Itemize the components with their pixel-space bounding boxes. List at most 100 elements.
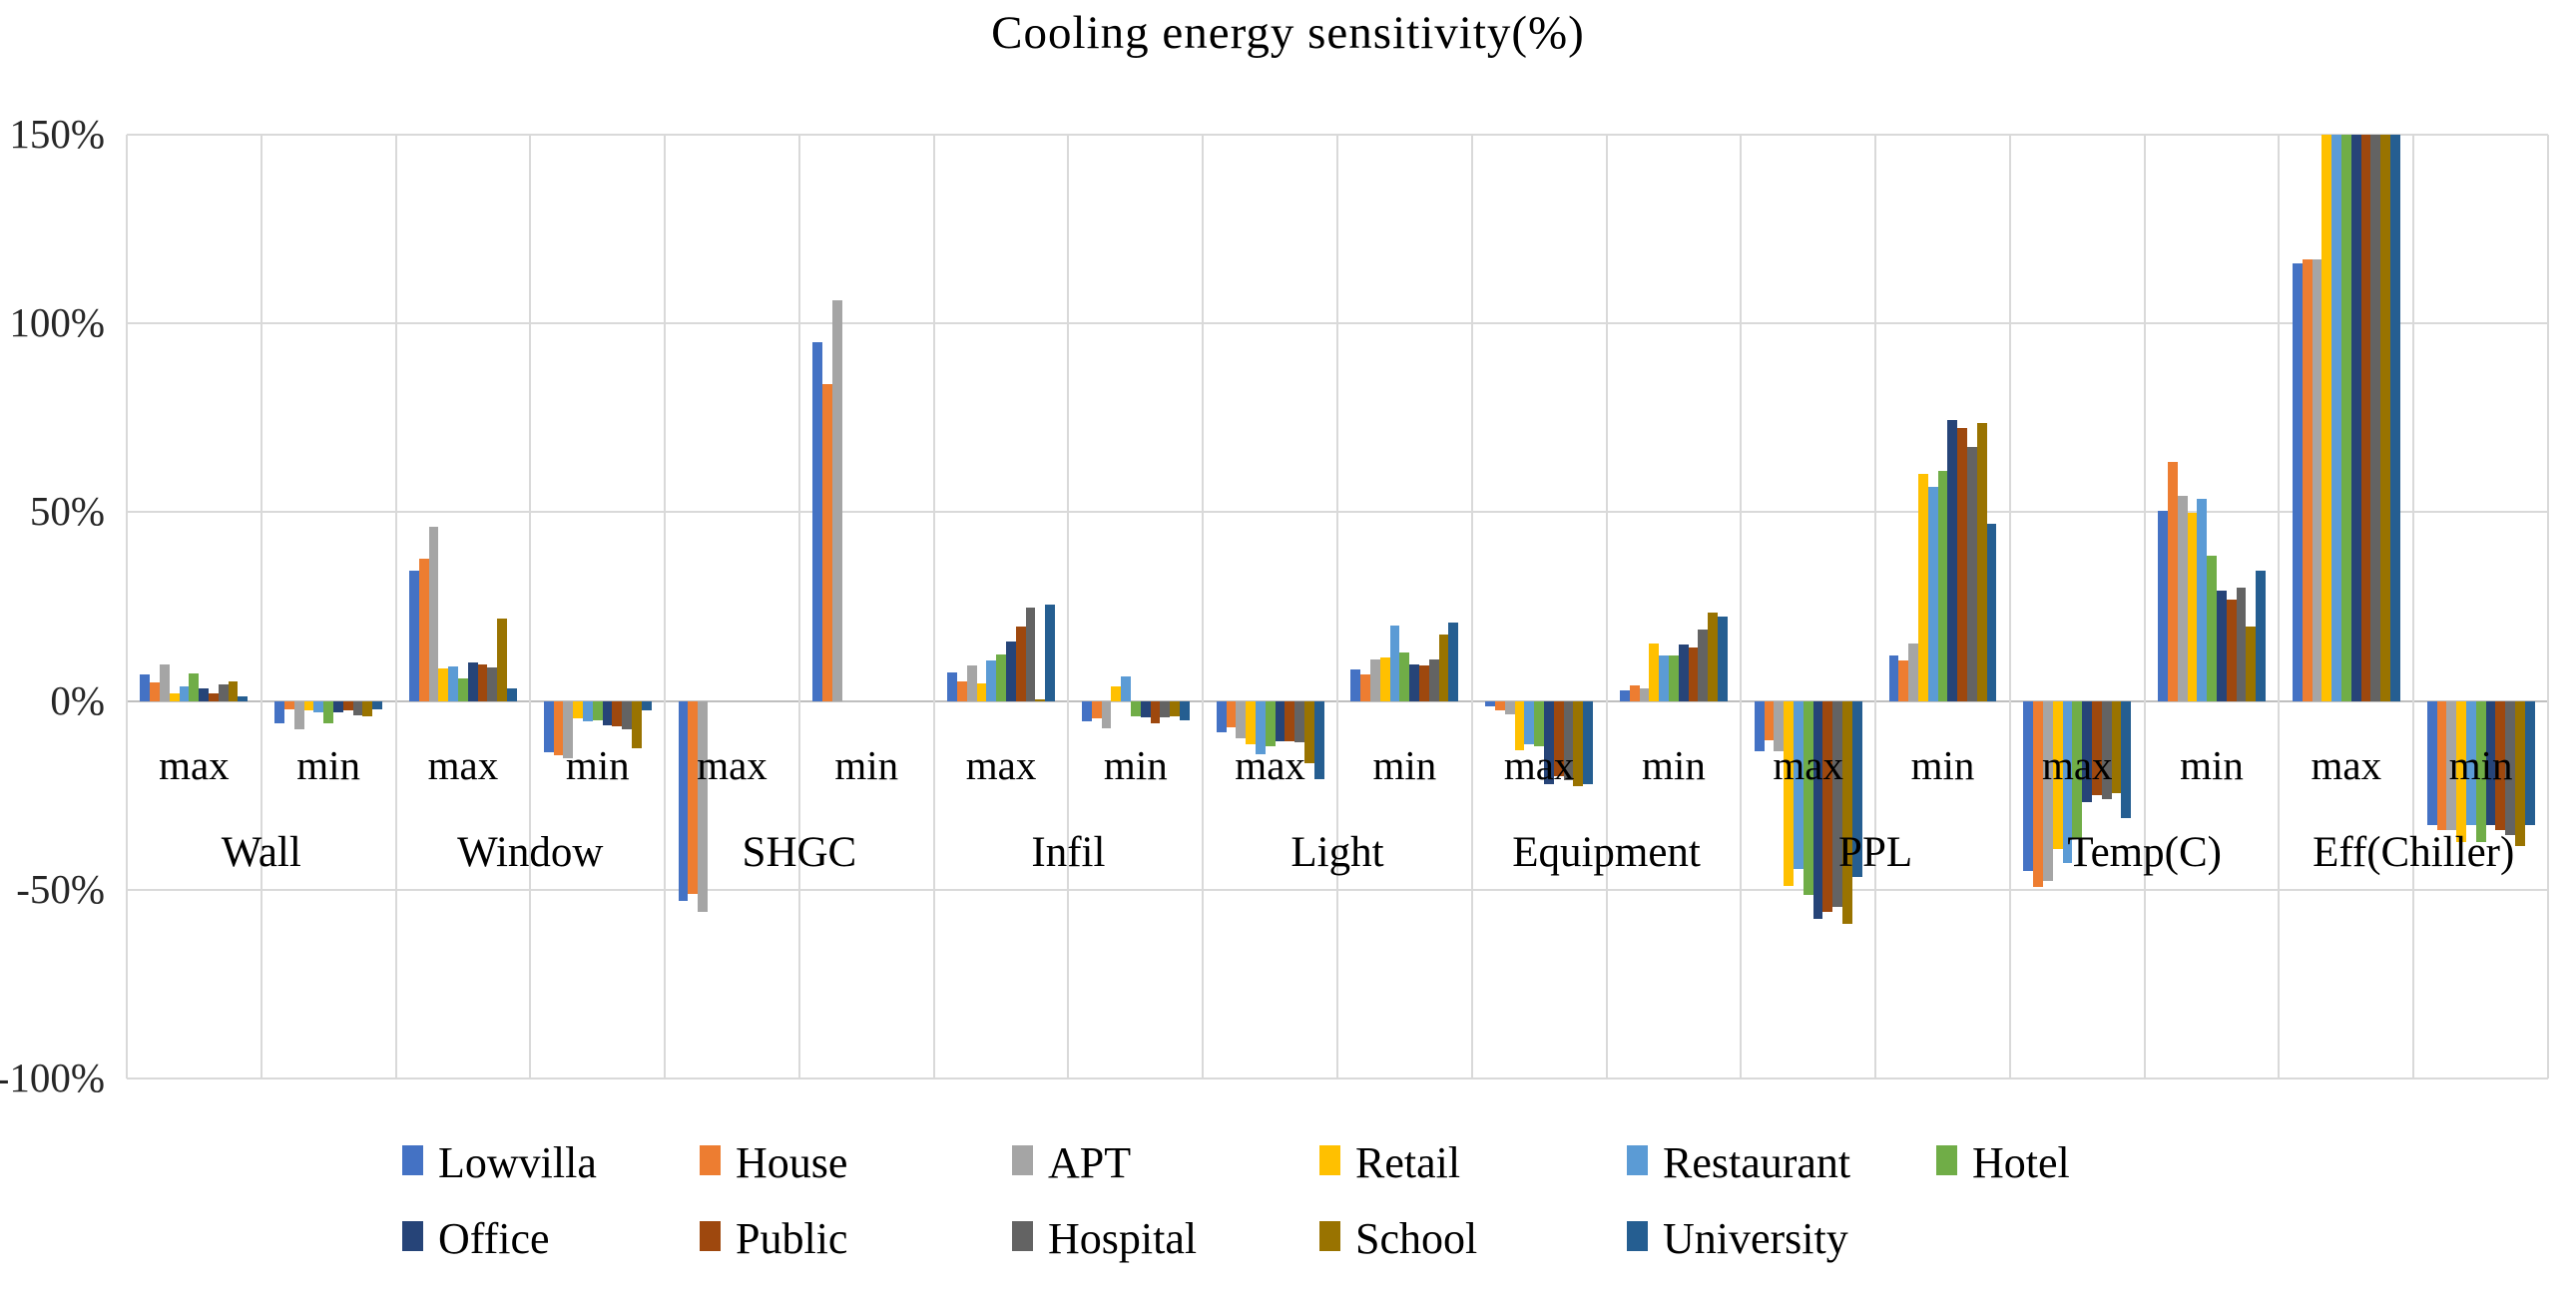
bar-office-wall-max [199,687,210,701]
bar-office-ppl-max [1812,700,1823,919]
bar-university-light-max [1313,700,1324,780]
bar-school-wall-max [228,680,239,701]
bar-hospital-temp-c--min [2236,588,2247,701]
bar-public-temp-c--max [2091,700,2102,795]
bar-retail-light-max [1246,700,1256,745]
bar-public-infil-max [1015,626,1026,701]
legend-swatch-icon [1627,1221,1648,1251]
category-label: PPL [1838,829,1913,876]
bar-office-window-min [602,700,613,726]
bar-office-infil-min [1140,700,1151,718]
bar-house-infil-min [1091,700,1102,718]
bar-apt-infil-max [966,665,977,701]
bar-house-wall-max [150,682,161,701]
bar-hotel-eff-chiller--min [2475,700,2486,843]
bar-public-infil-min [1150,700,1161,723]
bar-apt-eff-chiller--max [2312,258,2322,701]
bar-lowvilla-light-min [1350,668,1361,701]
bar-apt-temp-c--min [2177,496,2188,701]
bar-retail-equipment-min [1649,643,1660,701]
bar-house-window-min [553,700,564,756]
bar-school-equipment-max [1573,700,1584,786]
bar-restaurant-light-min [1389,625,1400,701]
bar-restaurant-wall-max [179,686,190,701]
bar-office-light-max [1275,700,1286,741]
bar-apt-wall-min [293,700,304,729]
bar-retail-window-min [573,700,584,719]
bar-office-equipment-min [1678,645,1689,701]
bar-school-ppl-min [1976,423,1987,701]
subcategory-label: min [1642,742,1706,788]
bar-office-temp-c--min [2216,591,2227,701]
bar-hospital-ppl-min [1967,447,1977,701]
category-label: Eff(Chiller) [2313,829,2515,876]
bar-apt-ppl-min [1908,644,1918,701]
bar-house-eff-chiller--max [2302,258,2313,701]
bar-university-eff-chiller--min [2524,700,2535,826]
bar-apt-equipment-max [1504,700,1515,714]
bar-restaurant-ppl-max [1794,700,1803,870]
bar-university-temp-c--max [2121,700,2132,818]
bar-office-window-max [467,661,478,701]
subcategory-label: max [2041,742,2113,788]
bar-hotel-temp-c--min [2207,555,2217,701]
bar-school-eff-chiller--max [2380,135,2390,701]
bar-restaurant-infil-max [986,659,997,701]
bar-lowvilla-window-max [409,570,419,701]
y-tick-label: 50% [29,488,105,535]
bar-hospital-eff-chiller--min [2505,700,2515,836]
bar-lowvilla-shgc-min [812,342,823,701]
bar-restaurant-window-max [448,665,459,701]
bar-public-light-min [1419,665,1429,701]
bar-school-eff-chiller--min [2514,700,2525,846]
legend-label: Lowvilla [438,1138,597,1187]
bar-lowvilla-shgc-max [678,700,689,902]
subcategory-label: min [2180,742,2244,788]
legend-label: School [1355,1214,1478,1263]
bar-restaurant-temp-c--min [2197,499,2208,701]
bar-lowvilla-ppl-min [1888,654,1899,701]
subcategory-label: max [1235,742,1305,788]
bar-apt-infil-min [1101,700,1112,729]
y-tick-label: 0% [50,676,105,723]
legend-label: Retail [1355,1138,1461,1187]
bar-university-equipment-min [1718,616,1728,701]
bar-apt-equipment-min [1639,688,1650,701]
v-gridline [2278,135,2281,1078]
bar-public-wall-min [342,700,353,711]
chart-title: Cooling energy sensitivity(%) [991,7,1585,59]
bar-restaurant-eff-chiller--max [2331,135,2341,701]
v-gridline [529,135,532,1078]
bar-hospital-infil-min [1160,700,1171,718]
bar-university-eff-chiller--max [2389,135,2400,701]
bar-lowvilla-equipment-min [1620,689,1630,701]
bar-university-wall-min [372,700,383,709]
legend-label: House [736,1138,848,1187]
bar-hospital-equipment-max [1563,700,1574,781]
bar-hospital-window-min [622,700,633,729]
legend-label: University [1663,1214,1848,1263]
bar-house-light-max [1226,700,1237,728]
bar-house-temp-c--min [2167,462,2178,701]
bar-hotel-light-max [1265,700,1276,746]
bar-apt-temp-c--max [2042,700,2053,882]
bar-apt-shgc-min [831,300,842,701]
bar-apt-ppl-max [1774,700,1785,751]
bar-apt-eff-chiller--min [2446,700,2457,831]
bar-public-window-min [612,700,623,726]
legend-swatch-icon [402,1221,423,1251]
bar-retail-wall-min [303,700,314,710]
v-gridline [394,135,397,1078]
bar-apt-wall-max [160,663,170,701]
legend-label: Public [736,1214,848,1263]
bar-lowvilla-temp-c--max [2023,700,2034,871]
bar-office-eff-chiller--min [2485,700,2496,826]
bar-public-temp-c--min [2226,599,2237,701]
bar-hospital-window-max [487,667,498,701]
bar-school-window-min [632,700,642,748]
category-label: Wall [221,829,301,876]
bar-apt-window-max [428,527,439,701]
bar-office-temp-c--max [2082,700,2092,802]
legend-label: Hotel [1972,1138,2070,1187]
